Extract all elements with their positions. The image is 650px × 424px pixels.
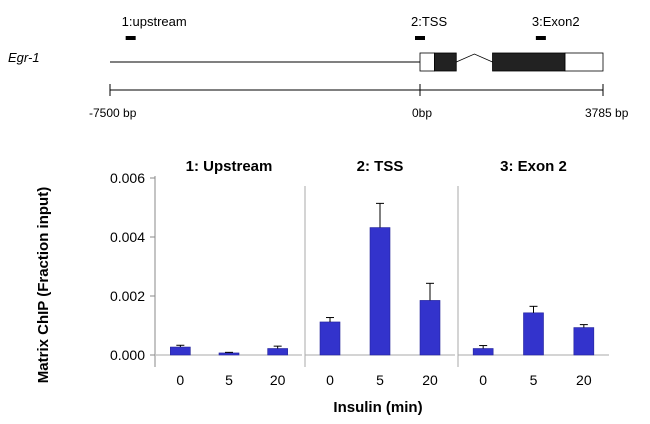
gene-map: Egr-1 1:upstream 2:TSS 3:Exon2 -7500 bp 0bp 37… (8, 14, 629, 120)
y-tick-label-3: 0.006 (110, 170, 145, 186)
x-tick-label-p3-20: 20 (576, 372, 592, 388)
x-tick-label-p2-20: 20 (422, 372, 438, 388)
scale-end-label: 3785 bp (585, 106, 629, 120)
region-label-upstream: 1:upstream (122, 14, 187, 29)
x-tick-label-p2-5: 5 (376, 372, 384, 388)
region-marker-exon2 (535, 36, 546, 40)
bar-p1-0 (170, 346, 191, 356)
x-tick-label-p1-20: 20 (270, 372, 286, 388)
chip-bar-chart: 0.000 0.002 0.004 0.006 Matrix ChIP (Fractio… (35, 158, 609, 416)
scale-start-label: -7500 bp (89, 106, 137, 120)
bar-p3-5 (523, 312, 544, 356)
y-tick-label-1: 0.002 (110, 288, 145, 304)
x-tick-label-p1-0: 0 (176, 372, 184, 388)
exon-block-2 (434, 52, 457, 72)
exon-block-3 (492, 52, 566, 72)
x-tick-label-p1-5: 5 (225, 372, 233, 388)
x-tick-label-p3-0: 0 (479, 372, 487, 388)
panel-title-2: 2: TSS (357, 158, 404, 175)
region-marker-upstream (125, 36, 136, 40)
bar-p2-20 (419, 300, 441, 356)
y-axis-title: Matrix ChIP (Fraction input) (35, 187, 52, 383)
x-axis-title: Insulin (min) (333, 399, 422, 416)
panel-title-3: 3: Exon 2 (500, 158, 567, 175)
bar-p2-5 (369, 227, 391, 356)
panel-title-1: 1: Upstream (186, 158, 273, 175)
x-tick-label-p2-0: 0 (326, 372, 334, 388)
exon-block-4 (564, 52, 604, 72)
bar-p1-5 (218, 352, 240, 356)
bar-p2-0 (319, 321, 341, 356)
bar-p3-20 (573, 327, 595, 356)
y-tick-label-0: 0.000 (110, 347, 145, 363)
y-tick-label-2: 0.004 (110, 229, 145, 245)
region-label-tss: 2:TSS (411, 14, 447, 29)
scale-zero-label: 0bp (412, 106, 432, 120)
region-label-exon2: 3:Exon2 (532, 14, 580, 29)
region-marker-tss (415, 36, 425, 40)
bar-p1-20 (267, 348, 288, 356)
gene-name-label: Egr-1 (8, 50, 40, 65)
bar-p3-0 (472, 348, 494, 356)
exon-block-1 (419, 52, 435, 72)
intron-connector (456, 53, 493, 63)
x-tick-label-p3-5: 5 (530, 372, 538, 388)
